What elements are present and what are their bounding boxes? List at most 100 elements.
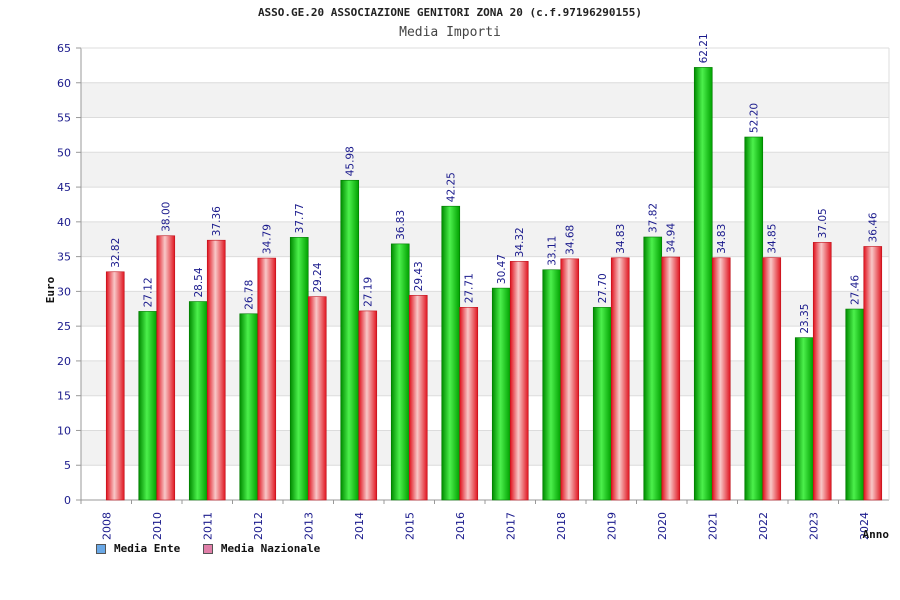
data-label: 34.79 <box>262 224 274 254</box>
data-label: 42.25 <box>446 172 458 202</box>
y-tick-label: 0 <box>64 494 71 507</box>
data-label: 52.20 <box>749 103 761 133</box>
bar-media-ente <box>188 301 208 501</box>
bar-media-ente <box>744 136 764 501</box>
data-label: 33.11 <box>547 236 559 266</box>
x-tick-label: 2018 <box>555 512 568 540</box>
data-label: 30.47 <box>496 254 508 284</box>
bar-media-nazionale <box>711 257 731 501</box>
bar-media-nazionale <box>812 242 832 501</box>
x-tick-label: 2024 <box>858 512 871 540</box>
legend-swatch <box>202 543 213 554</box>
bar-media-ente <box>239 313 259 501</box>
data-label: 37.05 <box>817 208 829 238</box>
data-label: 23.35 <box>799 304 811 334</box>
data-label: 38.00 <box>161 202 173 232</box>
legend-item-media-ente: Media Ente <box>96 542 180 555</box>
bar-media-ente <box>794 337 814 501</box>
bar-media-nazionale <box>661 256 681 501</box>
y-tick-label: 15 <box>57 390 71 403</box>
data-label: 29.24 <box>312 262 324 292</box>
legend-swatch <box>96 543 106 554</box>
bar-media-nazionale <box>863 246 883 501</box>
bar-media-nazionale <box>560 258 580 501</box>
bar-media-ente <box>693 67 713 501</box>
data-label: 45.98 <box>345 146 357 176</box>
x-tick-label: 2016 <box>454 512 467 540</box>
grid-band <box>81 82 889 118</box>
chart-title: ASSO.GE.20 ASSOCIAZIONE GENITORI ZONA 20… <box>257 6 643 19</box>
data-label: 34.32 <box>514 227 526 257</box>
data-label: 27.71 <box>464 273 476 303</box>
y-tick-label: 25 <box>57 320 71 333</box>
bar-media-nazionale <box>459 307 479 501</box>
data-label: 26.78 <box>244 280 256 310</box>
bar-media-nazionale <box>156 235 176 501</box>
data-label: 27.12 <box>143 277 155 307</box>
data-label: 27.70 <box>597 273 609 303</box>
x-tick-label: 2014 <box>353 512 366 540</box>
x-tick-label: 2023 <box>807 512 820 540</box>
x-tick-label: 2020 <box>656 512 669 540</box>
data-label: 34.83 <box>615 224 627 254</box>
y-tick-label: 30 <box>57 285 71 298</box>
x-tick-label: 2022 <box>757 512 770 540</box>
bar-media-nazionale <box>206 239 226 501</box>
y-tick-label: 20 <box>57 355 71 368</box>
bar-media-nazionale <box>358 310 378 501</box>
x-tick-label: 2010 <box>151 512 164 540</box>
legend-label: Media Nazionale <box>220 542 321 555</box>
bar-media-ente <box>390 243 410 501</box>
bar-media-nazionale <box>762 257 782 501</box>
bar-media-ente <box>592 307 612 501</box>
bar-media-ente <box>643 236 663 501</box>
data-label: 34.68 <box>565 225 577 255</box>
bar-media-nazionale <box>408 295 428 501</box>
bar-media-nazionale <box>509 261 529 501</box>
bar-media-nazionale <box>610 257 630 501</box>
y-tick-label: 10 <box>57 424 71 437</box>
bar-media-ente <box>289 237 309 501</box>
bar-media-ente <box>441 205 461 501</box>
data-label: 36.83 <box>395 210 407 240</box>
y-tick-label: 60 <box>57 77 71 90</box>
x-tick-label: 2021 <box>706 512 719 540</box>
bar-media-ente <box>491 287 511 501</box>
y-tick-label: 40 <box>57 216 71 229</box>
legend-label: Media Ente <box>114 542 181 555</box>
bar-media-ente <box>340 179 360 501</box>
data-label: 34.94 <box>666 223 678 253</box>
y-tick-label: 45 <box>57 181 71 194</box>
data-label: 29.43 <box>413 261 425 291</box>
x-tick-label: 2008 <box>100 512 113 540</box>
bar-media-ente <box>138 311 158 501</box>
grid-band <box>81 152 889 188</box>
bar-media-nazionale <box>307 296 327 501</box>
data-label: 34.83 <box>716 224 728 254</box>
legend: Media Ente Media Nazionale <box>96 542 336 557</box>
x-tick-label: 2019 <box>605 512 618 540</box>
x-tick-label: 2017 <box>504 512 517 540</box>
legend-item-media-nazionale: Media Nazionale <box>202 542 321 555</box>
data-label: 27.19 <box>363 277 375 307</box>
y-axis-label: Euro <box>44 276 57 303</box>
data-label: 62.21 <box>698 33 710 63</box>
x-axis-label: Anno <box>863 528 890 541</box>
y-tick-label: 35 <box>57 251 71 264</box>
y-tick-label: 5 <box>64 459 71 472</box>
y-tick-label: 65 <box>57 42 71 55</box>
x-tick-label: 2011 <box>201 512 214 540</box>
data-label: 37.82 <box>648 203 660 233</box>
data-label: 32.82 <box>110 238 122 268</box>
data-label: 37.77 <box>294 203 306 233</box>
bar-media-ente <box>542 269 562 501</box>
bar-media-ente <box>845 308 865 501</box>
y-tick-label: 50 <box>57 146 71 159</box>
data-label: 34.85 <box>767 224 779 254</box>
chart-subtitle: Media Importi <box>399 25 501 40</box>
x-tick-label: 2012 <box>252 512 265 540</box>
x-tick-label: 2015 <box>403 512 416 540</box>
data-label: 27.46 <box>850 275 862 305</box>
